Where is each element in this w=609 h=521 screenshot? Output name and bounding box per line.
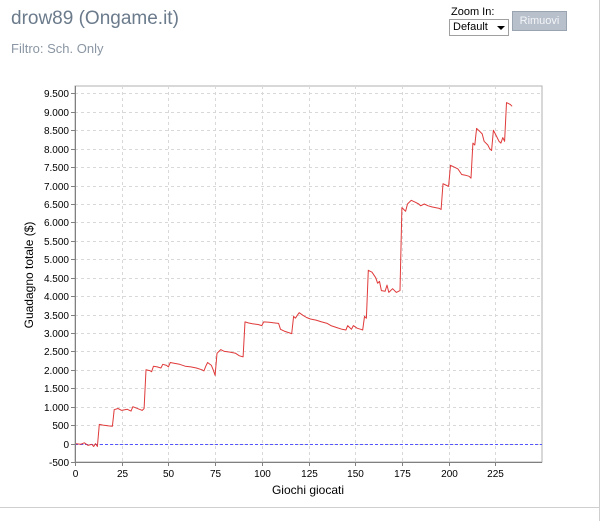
y-tick-label: 2.500 [44,347,69,358]
plot-area [74,85,543,463]
y-tick-label: 1.500 [44,384,69,395]
y-tick-label: 3.000 [44,329,69,340]
remove-button[interactable]: Rimuovi [512,11,567,31]
series-layer [74,102,513,447]
y-tick-label: 6.500 [44,200,69,211]
x-axis-title: Giochi giocati [272,483,344,497]
x-tick-label: 100 [254,469,271,480]
chevron-down-icon [497,26,505,30]
y-tick-label: 4.000 [44,292,69,303]
line-chart: -50005001.0001.5002.0002.5003.0003.5004.… [22,85,543,497]
grid-layer [74,85,543,463]
zoom-selected-value: Default [453,21,488,33]
y-tick-label: -500 [49,458,69,469]
y-tick-label: 7.000 [44,182,69,193]
x-tick-label: 150 [347,469,364,480]
x-tick-label: 225 [487,469,504,480]
y-tick-label: 5.000 [44,255,69,266]
frame-divider-bottom [0,507,600,508]
frame-divider-right [599,0,600,521]
y-tick-label: 500 [52,421,69,432]
y-tick-label: 7.500 [44,163,69,174]
y-tick-label: 3.500 [44,311,69,322]
y-tick-label: 6.000 [44,218,69,229]
y-tick-label: 5.500 [44,237,69,248]
y-tick-label: 4.500 [44,274,69,285]
zoom-label: Zoom In: [451,6,495,18]
x-tick-label: 125 [301,469,318,480]
x-tick-label: 25 [117,469,129,480]
y-tick-label: 9.500 [44,89,69,100]
y-axis-title: Guadagno totale ($) [22,222,36,329]
y-tick-label: 8.000 [44,145,69,156]
axis-layer: -50005001.0001.5002.0002.5003.0003.5004.… [44,86,542,480]
y-tick-label: 8.500 [44,126,69,137]
y-tick-label: 2.000 [44,366,69,377]
y-tick-label: 1.000 [44,403,69,414]
x-tick-label: 50 [163,469,175,480]
x-tick-label: 200 [441,469,458,480]
zoom-select[interactable]: Default [449,19,509,36]
page-title: drow89 (Ongame.it) [11,8,179,29]
y-tick-label: 9.000 [44,108,69,119]
series-line [74,102,513,447]
x-tick-label: 75 [210,469,222,480]
x-tick-label: 0 [73,469,79,480]
filter-label: Filtro: Sch. Only [11,41,104,56]
x-tick-label: 175 [394,469,411,480]
y-tick-label: 0 [63,440,69,451]
